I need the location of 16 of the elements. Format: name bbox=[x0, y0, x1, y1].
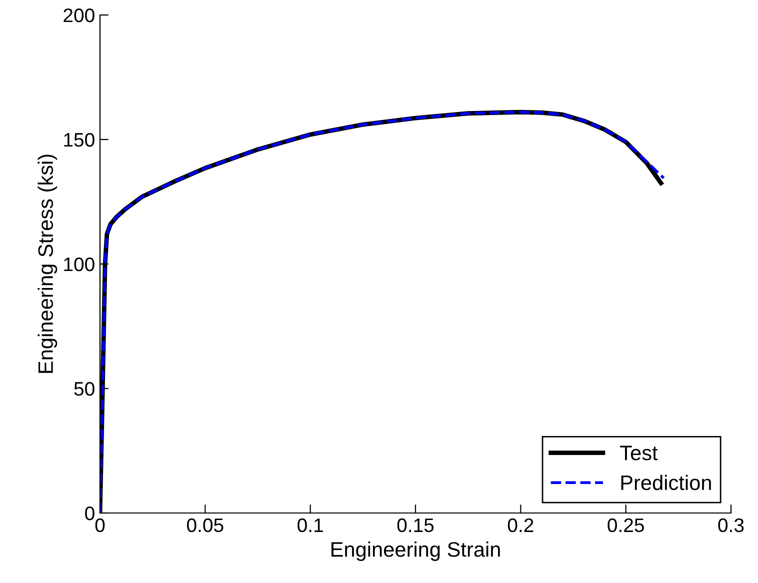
x-tick-label: 0.15 bbox=[397, 518, 434, 532]
x-tick-label: 0.25 bbox=[608, 518, 644, 532]
y-tick-label: 200 bbox=[64, 8, 94, 22]
legend-label: Test bbox=[620, 446, 658, 460]
x-tick-label: 0.3 bbox=[718, 518, 744, 532]
x-tick-label: 0.1 bbox=[298, 518, 323, 532]
legend-label: Prediction bbox=[621, 474, 711, 490]
y-axis-title: Engineering Stress (ksi) bbox=[38, 154, 58, 373]
y-tick-label: 100 bbox=[64, 257, 94, 272]
y-tick-label: 50 bbox=[74, 382, 94, 396]
y-tick-label: 0 bbox=[85, 506, 94, 520]
x-axis-title: Engineering Strain bbox=[332, 542, 500, 561]
x-tick-label: 0.2 bbox=[508, 518, 534, 532]
y-tick-label: 150 bbox=[64, 132, 94, 147]
x-tick-label: 0 bbox=[95, 518, 105, 532]
x-tick-label: 0.05 bbox=[187, 518, 224, 532]
